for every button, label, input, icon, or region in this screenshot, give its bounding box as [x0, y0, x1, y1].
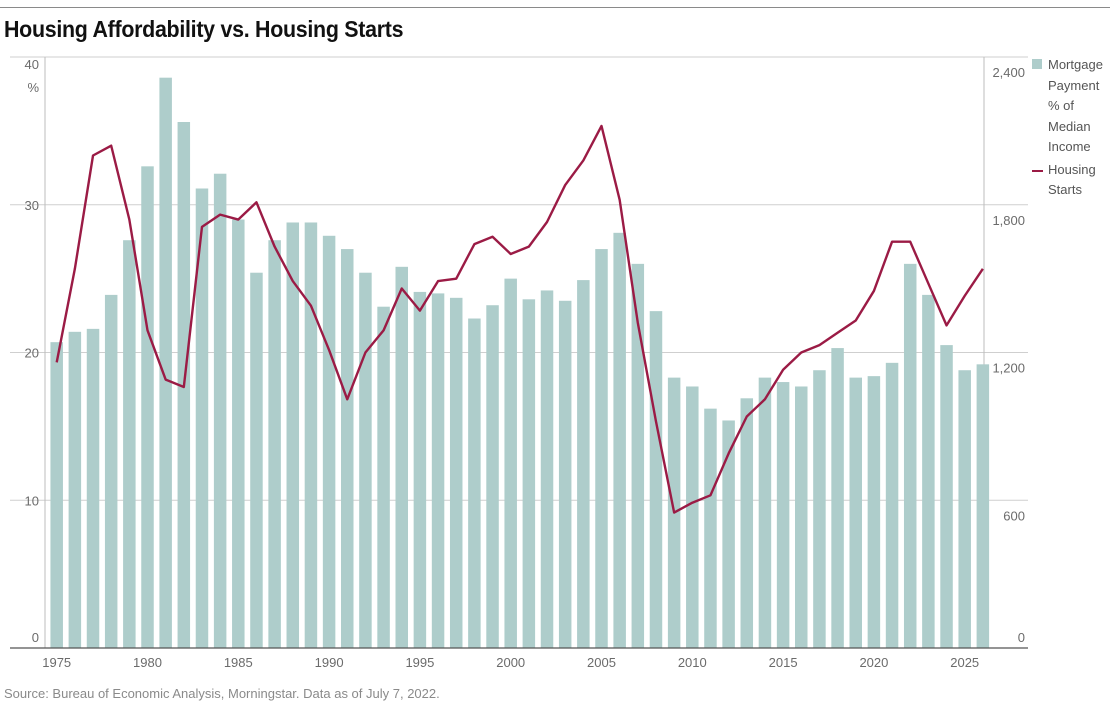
- bar: [141, 166, 154, 648]
- bar: [377, 306, 390, 648]
- bar: [522, 299, 536, 648]
- bar: [686, 386, 699, 648]
- x-tick-label: 1980: [133, 655, 162, 670]
- x-tick-label: 2010: [678, 655, 707, 670]
- y-right-tick-label: 2,400: [992, 65, 1025, 80]
- bar: [359, 272, 372, 648]
- bar: [268, 240, 281, 648]
- bar: [867, 376, 881, 648]
- bar: [922, 294, 935, 648]
- bar: [595, 249, 608, 648]
- bar: [232, 219, 245, 648]
- legend-item-bars: Mortgage Payment % of Median Income: [1032, 55, 1110, 158]
- bar: [613, 232, 626, 648]
- bar: [68, 331, 82, 648]
- x-tick-label: 1985: [224, 655, 253, 670]
- x-tick-label: 2005: [587, 655, 616, 670]
- bar: [341, 249, 354, 648]
- top-rule: [0, 7, 1110, 8]
- housing-starts-line: [55, 124, 984, 514]
- bar: [885, 362, 899, 648]
- y-right-tick-label: 1,200: [992, 361, 1025, 376]
- bar: [395, 266, 408, 648]
- bar: [449, 297, 463, 648]
- bar: [849, 377, 862, 648]
- bar: [976, 364, 990, 648]
- bar: [504, 278, 517, 649]
- bar: [540, 290, 554, 648]
- y-left-unit-label: %: [27, 80, 39, 95]
- bar: [468, 318, 481, 648]
- legend: Mortgage Payment % of Median Income Hous…: [1032, 55, 1110, 201]
- y-left-tick-label: 30: [25, 198, 39, 213]
- bar: [159, 77, 172, 649]
- x-tick-label: 2000: [496, 655, 525, 670]
- bar: [123, 240, 136, 648]
- bar: [903, 263, 917, 648]
- bar: [704, 408, 717, 648]
- bar: [413, 291, 427, 648]
- bar: [195, 188, 209, 648]
- legend-item-line: Housing Starts: [1032, 160, 1110, 201]
- bar: [776, 382, 790, 648]
- bar: [577, 280, 590, 648]
- bar: [831, 348, 844, 648]
- legend-swatch-bars: [1032, 59, 1042, 69]
- x-tick-label: 2025: [950, 655, 979, 670]
- bar: [50, 342, 63, 648]
- bar: [286, 222, 300, 649]
- bar: [322, 235, 336, 648]
- chart-title: Housing Affordability vs. Housing Starts: [4, 16, 404, 42]
- bar: [813, 370, 826, 648]
- y-left-tick-label: 20: [25, 346, 39, 361]
- bar: [722, 420, 735, 648]
- bar: [431, 293, 445, 648]
- x-tick-label: 2015: [769, 655, 798, 670]
- y-right-tick-label: 0: [1018, 630, 1025, 645]
- bar: [758, 377, 772, 648]
- legend-swatch-line: [1032, 169, 1043, 172]
- legend-label-line: Housing Starts: [1048, 161, 1096, 198]
- x-tick-label: 1995: [405, 655, 434, 670]
- x-tick-label: 1975: [42, 655, 71, 670]
- y-right-tick-label: 1,800: [992, 213, 1025, 228]
- bar: [795, 386, 808, 648]
- bar: [86, 328, 100, 648]
- bar: [940, 345, 953, 648]
- bar: [304, 222, 318, 649]
- y-left-tick-label: 0: [32, 630, 39, 645]
- bar: [558, 300, 572, 648]
- bar: [740, 398, 754, 648]
- bar: [649, 311, 663, 648]
- y-right-tick-label: 600: [1003, 508, 1025, 523]
- bar: [486, 305, 499, 648]
- y-left-tick-label: 10: [25, 493, 39, 508]
- bar: [104, 294, 118, 648]
- x-tick-label: 2020: [859, 655, 888, 670]
- bar: [250, 272, 263, 648]
- bar: [958, 370, 971, 648]
- bar: [631, 263, 645, 648]
- bar: [213, 173, 227, 648]
- y-left-tick-label: 40: [25, 57, 39, 72]
- source-note: Source: Bureau of Economic Analysis, Mor…: [4, 686, 440, 701]
- x-tick-label: 1990: [315, 655, 344, 670]
- legend-label-bars: Mortgage Payment % of Median Income: [1048, 57, 1103, 154]
